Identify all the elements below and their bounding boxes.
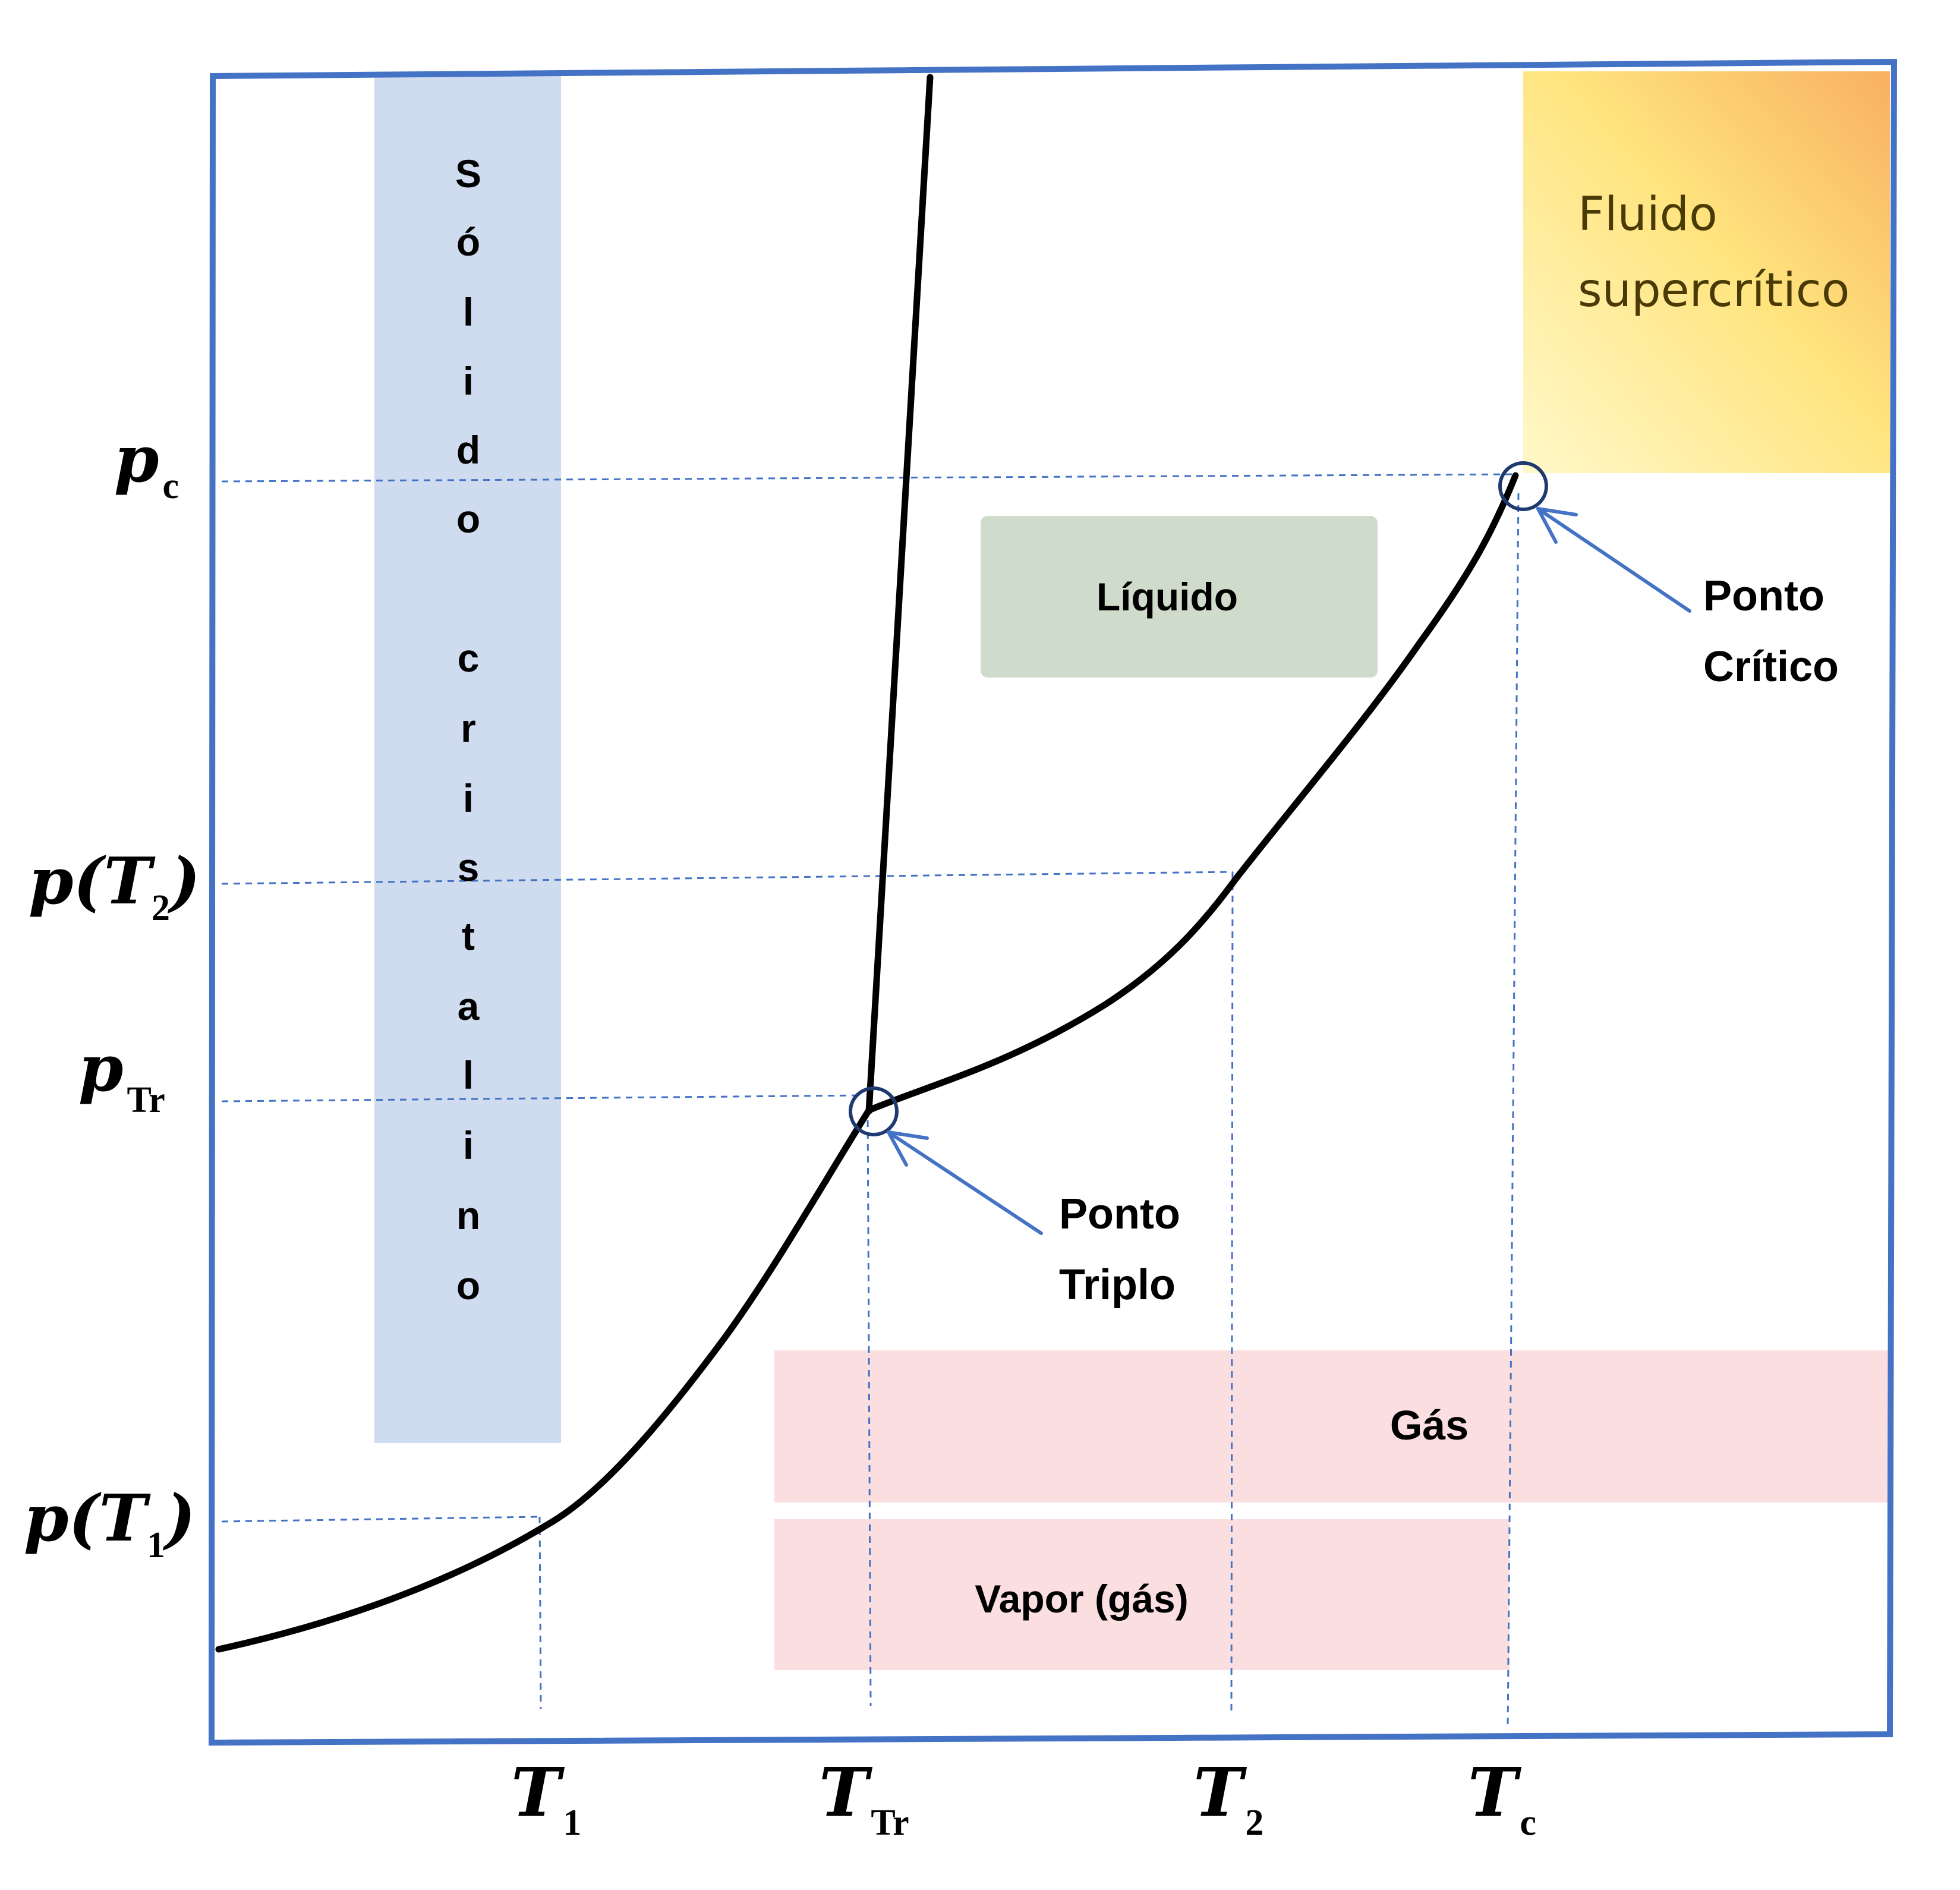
TTr-label: TTr [819,1754,909,1843]
solid-letter: i [463,359,474,403]
vapor-region [774,1519,1510,1670]
T2-guide-line [1230,871,1234,1711]
solid-letter: t [462,914,475,958]
solid-region-label: S ó l i d o c r i s t a l i n o [455,152,481,1308]
solid-letter: r [461,706,476,750]
critical-point-arrow [1536,507,1691,613]
plot-frame [208,58,1898,1746]
solid-letter: o [456,497,480,541]
solid-letter: o [456,1264,480,1308]
supercritical-label-line2: supercrítico [1578,264,1849,317]
y-axis-labels: pc p(T2) pTr p(T1) [24,422,200,1565]
solid-letter: i [463,776,474,820]
solid-letter: ó [456,220,480,264]
T1-guide-line [538,1516,542,1709]
supercritical-region [1523,71,1890,473]
solid-letter: S [455,152,481,196]
sublimation-curve [215,1107,872,1653]
T1-label: T1 [511,1754,581,1843]
pT2-guide-line [221,871,1233,885]
pT1-label: p(T1) [24,1481,196,1565]
Tc-label: Tc [1468,1754,1536,1843]
liquid-region [981,516,1378,678]
critical-point-label-line1: Ponto [1703,572,1824,620]
solid-region [374,76,561,1443]
TTr-guide-line [866,1108,872,1706]
solid-letter: d [456,428,480,472]
T2-label: T2 [1193,1754,1263,1843]
solid-letter: n [456,1193,480,1237]
pc-guide-line [221,473,1513,483]
vapor-label: Vapor (gás) [975,1577,1188,1621]
pT1-guide-line [221,1516,540,1523]
solid-letter: l [463,1053,474,1097]
pTr-label: pTr [78,1031,165,1120]
x-axis-labels: T1 TTr T2 Tc [511,1754,1536,1843]
critical-point-label-line2: Crítico [1703,643,1839,691]
solid-letter: c [458,636,480,680]
liquid-label: Líquido [1096,575,1238,619]
solid-letter: i [463,1123,474,1167]
triple-point-marker [849,1086,899,1136]
supercritical-label-line1: Fluido [1578,188,1718,241]
triple-point-arrow [887,1130,1043,1235]
gas-region [774,1350,1890,1502]
pc-label: pc [114,422,179,506]
solid-letter: s [458,845,480,889]
triple-point-label-line2: Triplo [1059,1261,1176,1309]
phase-boundaries [215,74,1519,1653]
triple-point-label-line1: Ponto [1059,1190,1180,1238]
melting-curve [865,74,934,1115]
solid-letter: l [463,290,474,334]
critical-point-marker [1498,461,1548,511]
Tc-guide-line [1507,493,1520,1730]
pT2-label: p(T2) [29,844,200,928]
gas-label: Gás [1390,1402,1469,1448]
guide-lines [221,473,1520,1730]
vaporization-curve [865,472,1519,1114]
solid-letter: a [458,984,480,1028]
